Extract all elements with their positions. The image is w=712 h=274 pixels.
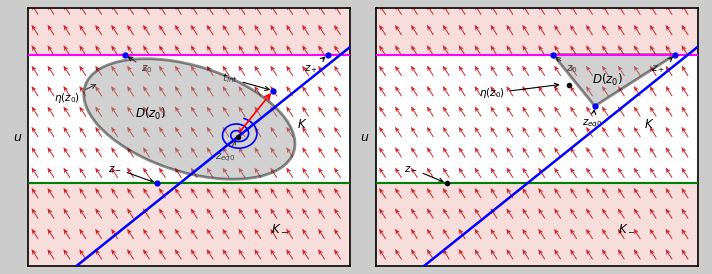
Text: $K_-$: $K_-$ (618, 221, 636, 234)
Ellipse shape (84, 59, 295, 179)
Text: $D(z_0)$: $D(z_0)$ (135, 106, 166, 122)
Text: $u$: $u$ (360, 130, 370, 144)
Text: $z_0$: $z_0$ (556, 57, 577, 75)
Text: $K_-$: $K_-$ (271, 221, 288, 234)
Text: $z_{eq0}$: $z_{eq0}$ (215, 141, 236, 164)
Text: $D(z_0)$: $D(z_0)$ (592, 72, 623, 89)
Text: $z_{eq0}$: $z_{eq0}$ (582, 110, 602, 130)
Text: $u$: $u$ (13, 130, 22, 144)
Text: $\eta(z_0)$: $\eta(z_0)$ (478, 83, 559, 100)
Text: $z_-$: $z_-$ (108, 163, 153, 182)
Text: $z_+$: $z_+$ (651, 57, 672, 75)
Text: $z_-$: $z_-$ (404, 163, 443, 182)
Text: $z_0$: $z_0$ (128, 57, 152, 75)
Text: $z_+$: $z_+$ (304, 57, 325, 75)
Text: $K$: $K$ (644, 118, 655, 131)
Text: $t_{int}$: $t_{int}$ (222, 72, 269, 90)
Polygon shape (553, 55, 675, 106)
Text: $K$: $K$ (297, 118, 307, 131)
Text: $\eta(z_0)$: $\eta(z_0)$ (54, 85, 95, 105)
